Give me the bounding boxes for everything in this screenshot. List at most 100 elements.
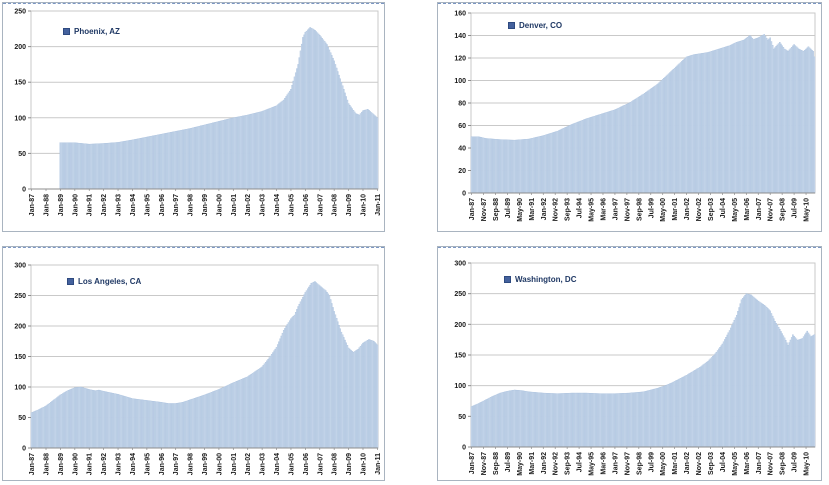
bar	[47, 403, 50, 449]
bar	[474, 404, 476, 448]
bar	[675, 66, 677, 194]
bar	[673, 381, 676, 448]
x-tick-label: Jan-02	[245, 453, 252, 475]
bar	[589, 393, 591, 448]
bar	[350, 106, 352, 190]
bar	[805, 48, 807, 194]
x-tick-label: Jan-00	[216, 453, 223, 475]
bar	[543, 392, 546, 448]
x-tick-label: Jan-90	[72, 453, 79, 475]
bar	[566, 126, 568, 194]
bar	[520, 390, 523, 448]
bar	[297, 306, 299, 449]
bar	[105, 391, 107, 449]
bar	[286, 94, 289, 190]
bar	[620, 393, 622, 448]
legend-marker-icon	[67, 278, 74, 285]
bar	[781, 45, 783, 194]
bar	[517, 390, 519, 448]
bar	[782, 335, 785, 448]
bar	[200, 395, 202, 449]
bar	[721, 47, 724, 194]
bar	[645, 391, 647, 448]
bar	[475, 404, 478, 448]
x-tick-label: Jan-93	[116, 453, 123, 475]
bar	[661, 79, 664, 194]
bar	[364, 341, 367, 449]
x-tick-label: Mar-91	[529, 452, 536, 475]
x-tick-label: Sep-93	[565, 452, 572, 475]
bar	[340, 82, 343, 190]
bar	[266, 360, 268, 449]
bar	[554, 131, 556, 194]
bar	[141, 399, 143, 449]
bar	[367, 339, 369, 449]
bar	[375, 116, 377, 190]
bar	[554, 393, 556, 448]
bar	[305, 30, 308, 190]
bar	[329, 299, 332, 449]
bar	[270, 107, 273, 190]
bar	[611, 110, 614, 194]
bar	[501, 392, 504, 448]
bar	[487, 138, 490, 194]
bar	[62, 142, 64, 190]
bar	[349, 348, 351, 449]
bar	[547, 393, 549, 448]
washington-dc-bar-chart: 0 50 100 150 200 250 300 Jan-87 Nov-87 Sep-88 Jul-…	[454, 261, 816, 476]
x-tick-label: Jan-90	[72, 194, 79, 216]
bar	[328, 49, 331, 190]
bar	[552, 393, 554, 448]
x-tick-label: Jan-96	[159, 453, 166, 475]
bar	[639, 96, 641, 194]
bar	[167, 403, 170, 449]
bar	[501, 139, 504, 194]
bar	[87, 143, 89, 190]
bar	[234, 381, 237, 449]
bar	[156, 401, 159, 449]
x-tick-label: Jan-99	[202, 453, 209, 475]
bar	[665, 75, 668, 194]
bar	[604, 393, 607, 448]
bar	[76, 387, 79, 449]
bar	[692, 370, 695, 448]
bar	[574, 392, 577, 448]
bar	[492, 395, 494, 448]
bar	[788, 342, 791, 448]
bar	[731, 44, 733, 194]
bar	[234, 117, 237, 190]
bar	[479, 402, 481, 448]
bar	[806, 47, 809, 194]
x-tick-label: Jan-97	[612, 452, 619, 474]
bar	[279, 102, 281, 190]
x-tick-label: Nov-92	[553, 198, 560, 221]
bar	[221, 387, 224, 449]
bar	[621, 106, 623, 194]
bar	[782, 47, 785, 194]
bar	[324, 290, 327, 449]
bar	[640, 391, 642, 448]
bar	[243, 377, 245, 449]
bar	[172, 403, 175, 449]
bar	[154, 401, 157, 449]
bar	[236, 116, 238, 190]
bar	[669, 72, 671, 194]
bar	[296, 309, 298, 449]
bar	[572, 392, 574, 448]
bar	[117, 394, 119, 449]
bar	[599, 393, 602, 448]
bar	[522, 390, 524, 448]
bar	[282, 330, 285, 449]
bar	[207, 123, 209, 190]
bar	[56, 397, 58, 449]
bar	[225, 385, 227, 449]
bar	[371, 113, 374, 190]
bar	[583, 119, 585, 194]
bar	[309, 27, 311, 190]
bar	[314, 281, 316, 449]
bar	[749, 294, 751, 448]
bar	[670, 71, 672, 194]
bar	[504, 391, 506, 448]
bar	[638, 392, 640, 448]
bar	[659, 81, 662, 194]
